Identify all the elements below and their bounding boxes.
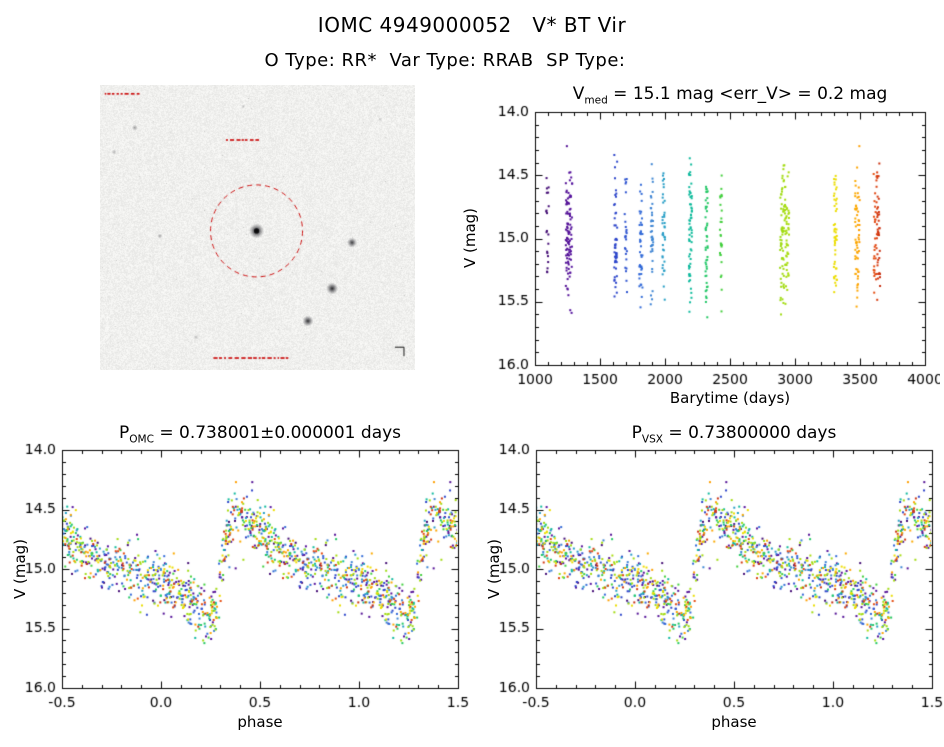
vsx-title-subscript: VSX [641, 433, 664, 446]
timeplot-title-rest: = 15.1 mag <err_V> = 0.2 mag [607, 84, 888, 104]
vsx-x-axis-label: phase [711, 713, 757, 731]
vsx-y-axis-label: V (mag) [485, 538, 503, 600]
omc-y-axis-label: V (mag) [11, 538, 29, 600]
barytime-lightcurve-plot [485, 96, 940, 411]
omc-title-prefix: P [118, 423, 130, 443]
omc-title-subscript: OMC [129, 433, 154, 446]
phase-folded-plot-vsx [490, 434, 944, 734]
timeplot-y-axis-label: V (mag) [461, 207, 479, 269]
finder-chart-image [100, 85, 415, 370]
phase-folded-plot-omc [16, 434, 486, 734]
timeplot-title-prefix: V [572, 84, 585, 104]
page-subtitle: O Type: RR* Var Type: RRAB SP Type: [264, 50, 626, 71]
omc-period-title: POMC = 0.738001±0.000001 days [60, 423, 460, 445]
vsx-title-prefix: P [631, 423, 642, 443]
omc-title-rest: = 0.738001±0.000001 days [153, 423, 402, 443]
timeplot-title-subscript: med [584, 94, 608, 107]
omc-x-axis-label: phase [237, 713, 283, 731]
timeplot-title: Vmed = 15.1 mag <err_V> = 0.2 mag [530, 84, 930, 106]
timeplot-x-axis-label: Barytime (days) [669, 389, 791, 407]
vsx-period-title: PVSX = 0.73800000 days [534, 423, 934, 445]
page-title: IOMC 4949000052 V* BT Vir [317, 13, 627, 37]
vsx-title-rest: = 0.73800000 days [663, 423, 837, 443]
